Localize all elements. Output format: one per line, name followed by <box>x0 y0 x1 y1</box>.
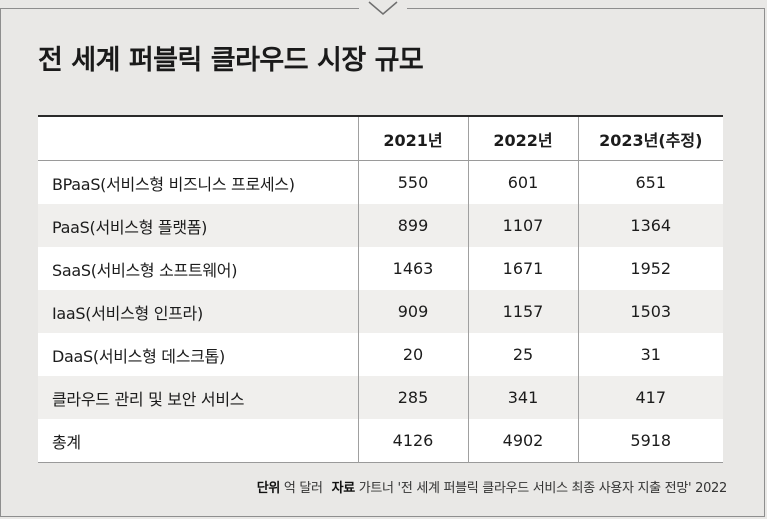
column-header: 2023년(추정) <box>577 116 723 161</box>
source-note: 단위 억 달러 자료 가트너 '전 세계 퍼블릭 클라우드 서비스 최종 사용자… <box>256 477 728 496</box>
value-cell: 417 <box>577 376 723 419</box>
column-header: 2021년 <box>357 116 468 161</box>
chevron-down-icon <box>359 0 407 18</box>
table-row: 총계 4126 4902 5918 <box>38 419 723 463</box>
value-cell: 1364 <box>577 204 723 247</box>
row-label: BPaaS(서비스형 비즈니스 프로세스) <box>52 174 295 194</box>
value-cell: 341 <box>467 376 578 419</box>
value-cell: 899 <box>357 204 468 247</box>
value-cell: 1671 <box>467 247 578 290</box>
header-corner <box>38 116 358 161</box>
value-cell: 550 <box>357 160 468 204</box>
value-cell: 1463 <box>357 247 468 290</box>
header-row: 2021년 2022년 2023년(추정) <box>38 116 723 161</box>
row-label: DaaS(서비스형 데스크톱) <box>52 346 225 366</box>
value-cell: 4902 <box>467 419 578 463</box>
value-cell: 20 <box>357 333 468 376</box>
unit-label: 단위 <box>256 481 281 496</box>
value-cell: 25 <box>467 333 578 376</box>
value-cell: 1107 <box>467 204 578 247</box>
column-header: 2022년 <box>467 116 578 161</box>
value-cell: 1503 <box>577 290 723 333</box>
source-text: 가트너 '전 세계 퍼블릭 클라우드 서비스 최종 사용자 지출 전망' 202… <box>358 481 728 496</box>
value-cell: 601 <box>467 160 578 204</box>
value-cell: 4126 <box>357 419 468 463</box>
data-table: 2021년 2022년 2023년(추정) BPaaS(서비스형 비즈니스 프로… <box>38 115 723 463</box>
row-label: PaaS(서비스형 플랫폼) <box>52 217 208 237</box>
value-cell: 1157 <box>467 290 578 333</box>
value-cell: 909 <box>357 290 468 333</box>
table-row: SaaS(서비스형 소프트웨어) 1463 1671 1952 <box>38 247 723 290</box>
row-label: IaaS(서비스형 인프라) <box>52 303 203 323</box>
source-label: 자료 <box>331 481 356 496</box>
value-cell: 1952 <box>577 247 723 290</box>
unit-text: 억 달러 <box>283 481 323 496</box>
value-cell: 285 <box>357 376 468 419</box>
table-row: PaaS(서비스형 플랫폼) 899 1107 1364 <box>38 204 723 247</box>
table-row: 클라우드 관리 및 보안 서비스 285 341 417 <box>38 376 723 419</box>
row-label: 총계 <box>52 432 81 452</box>
row-label: 클라우드 관리 및 보안 서비스 <box>52 389 245 409</box>
value-cell: 5918 <box>577 419 723 463</box>
value-cell: 651 <box>577 160 723 204</box>
table-row: BPaaS(서비스형 비즈니스 프로세스) 550 601 651 <box>38 160 723 204</box>
row-label: SaaS(서비스형 소프트웨어) <box>52 260 238 280</box>
table-row: DaaS(서비스형 데스크톱) 20 25 31 <box>38 333 723 376</box>
chart-title: 전 세계 퍼블릭 클라우드 시장 규모 <box>38 45 424 76</box>
value-cell: 31 <box>577 333 723 376</box>
table-row: IaaS(서비스형 인프라) 909 1157 1503 <box>38 290 723 333</box>
